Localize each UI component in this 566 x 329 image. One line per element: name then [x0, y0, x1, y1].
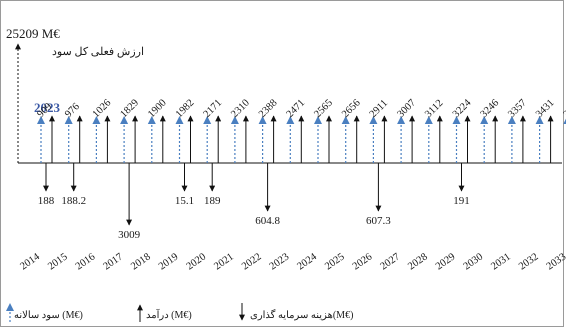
legend-profit-arrow-icon [6, 303, 14, 322]
profit-arrowhead-2021 [230, 116, 239, 124]
revenue-value-2019: 1982 [174, 97, 197, 120]
revenue-value-2021: 2310 [229, 97, 252, 120]
year-label-2033: 2033 [545, 251, 566, 272]
profit-arrowhead-2023 [286, 116, 295, 124]
year-label-2026: 2026 [351, 251, 375, 272]
profit-arrowhead-2031 [507, 116, 516, 124]
investment-value-2017: 3009 [118, 229, 141, 241]
profit-arrowhead-2033 [563, 118, 566, 124]
year-label-2024: 2024 [295, 251, 319, 272]
profit-arrowhead-2028 [424, 116, 433, 124]
profit-arrowhead-2014 [37, 116, 45, 124]
revenue-value-2022: 2388 [257, 97, 280, 120]
investment-value-2026: 607.3 [366, 215, 391, 227]
revenue-value-2030: 3246 [479, 97, 502, 120]
total-value-label: 25209 M€ [6, 26, 60, 41]
year-label-2027: 2027 [379, 251, 403, 272]
legend-revenue-label: درآمد (M€) [146, 308, 192, 321]
year-label-2019: 2019 [157, 251, 181, 272]
revenue-value-2016: 1026 [91, 97, 114, 120]
profit-arrowhead-2018 [147, 116, 156, 124]
revenue-value-2029: 3224 [451, 97, 474, 120]
profit-arrowhead-2022 [258, 116, 267, 124]
revenue-value-2026: 2911 [368, 98, 390, 120]
revenue-value-2024: 2565 [312, 97, 335, 120]
profit-arrowhead-2016 [92, 116, 101, 124]
year-label-2018: 2018 [129, 251, 153, 272]
investment-value-2029: 191 [453, 195, 470, 207]
year-label-2021: 2021 [212, 251, 236, 272]
total-value-caption: ارزش فعلی کل سود [52, 46, 144, 58]
profit-arrowhead-2032 [535, 116, 544, 124]
profit-arrowhead-2027 [397, 116, 406, 124]
profit-arrowhead-2019 [175, 116, 184, 124]
revenue-value-2033: 3508 [562, 97, 566, 120]
revenue-value-2017: 1829 [118, 97, 141, 120]
legend: سود سالانه (M€) درآمد (M€) هزینه سرمایه … [6, 303, 353, 322]
profit-arrowhead-2026 [369, 116, 378, 124]
profit-arrowhead-2015 [64, 116, 73, 124]
year-label-2020: 2020 [185, 251, 209, 272]
year-label-2015: 2015 [46, 251, 70, 272]
year-label-2030: 2030 [462, 251, 486, 272]
profit-arrowhead-2017 [120, 116, 129, 124]
year-label-2031: 2031 [489, 251, 513, 272]
revenue-value-2032: 3431 [534, 97, 557, 120]
investment-value-2019: 15.1 [175, 195, 194, 207]
investment-value-2020: 189 [204, 195, 221, 207]
revenue-value-2018: 1900 [146, 97, 169, 120]
revenue-value-2023: 2471 [285, 97, 308, 120]
revenue-value-2027: 3007 [395, 97, 418, 120]
revenue-value-2015: 976 [63, 101, 82, 120]
year-label-2022: 2022 [240, 251, 264, 272]
investment-value-2014: 188 [38, 195, 55, 207]
year-label-2029: 2029 [434, 251, 458, 272]
profit-arrowhead-2020 [203, 116, 212, 124]
revenue-value-2028: 3112 [423, 98, 445, 120]
revenue-value-2020: 2171 [202, 97, 225, 120]
year-label-2016: 2016 [74, 251, 98, 272]
highlight-year-label: 2023 [34, 100, 61, 115]
revenue-value-2025: 2656 [340, 97, 363, 120]
legend-investment-label: هزینه سرمایه گذاری(M€) [250, 309, 353, 321]
profit-arrowhead-2025 [341, 116, 350, 124]
profit-arrowhead-2024 [314, 116, 322, 124]
investment-value-2022: 604.8 [255, 215, 280, 227]
investment-value-2015: 188.2 [61, 195, 86, 207]
year-label-2025: 2025 [323, 251, 347, 272]
year-label-2032: 2032 [517, 251, 541, 272]
year-label-2014: 2014 [18, 251, 42, 272]
legend-profit-label: سود سالانه (M€) [14, 310, 83, 321]
year-label-2028: 2028 [406, 251, 430, 272]
revenue-value-2031: 3357 [506, 97, 529, 120]
profit-arrowhead-2030 [480, 116, 489, 124]
profit-arrowhead-2029 [452, 116, 461, 124]
year-label-2023: 2023 [268, 251, 292, 272]
year-label-2017: 2017 [102, 251, 126, 272]
